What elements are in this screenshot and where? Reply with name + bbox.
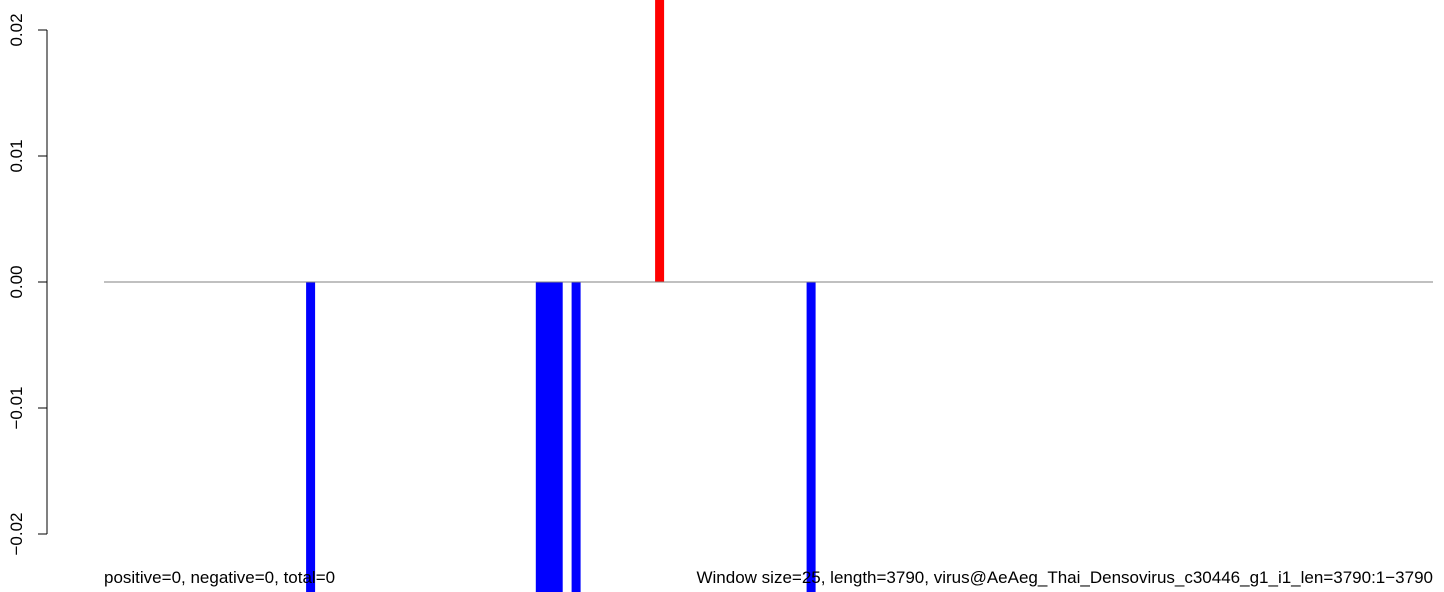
y-tick-label-2: −0.01: [7, 386, 26, 429]
y-tick-label-4: 0.01: [7, 139, 26, 172]
bar-6: [571, 282, 581, 592]
y-tick-label-1: −0.02: [7, 512, 26, 555]
y-axis: −0.02 −0.01 0.00 0.01 0.02: [7, 13, 48, 556]
bar-1: [306, 282, 316, 592]
y-tick-label-3: 0.00: [7, 265, 26, 298]
bars-group: [306, 0, 816, 592]
bar-2: [535, 282, 545, 592]
footer-window-label: Window size=25, length=3790, virus@AeAeg…: [696, 568, 1433, 587]
bar-8: [806, 282, 816, 592]
bar-3: [541, 282, 551, 592]
bar-4: [547, 282, 557, 592]
bar-5: [553, 282, 563, 592]
footer-stats-label: positive=0, negative=0, total=0: [104, 568, 335, 587]
bar-7: [655, 0, 665, 282]
y-tick-label-5: 0.02: [7, 13, 26, 46]
